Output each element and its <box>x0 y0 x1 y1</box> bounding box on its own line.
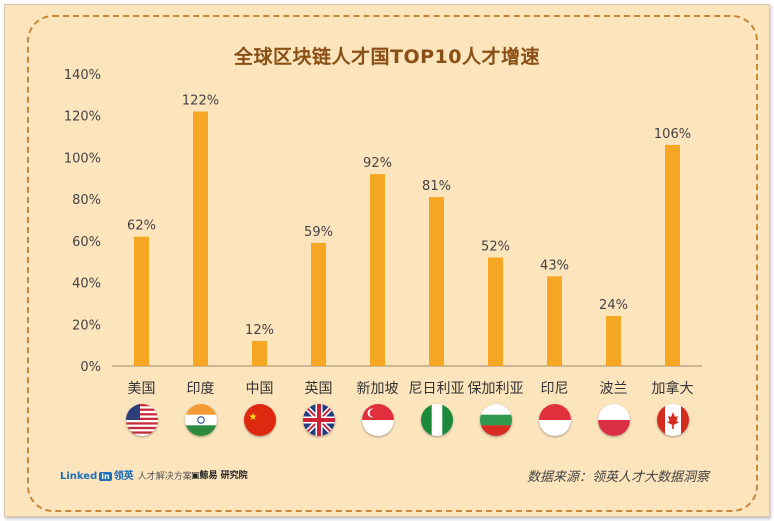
x-category-label: 英国 <box>305 380 333 397</box>
y-tick-label: 60% <box>72 235 101 250</box>
dashed-border <box>27 15 758 512</box>
data-source-note: 数据来源：领英人才大数据洞察 <box>527 470 710 485</box>
y-tick-label: 140% <box>64 68 101 83</box>
bar <box>370 174 385 366</box>
bar <box>488 257 503 366</box>
bar-value-label: 106% <box>654 127 691 142</box>
bar-value-label: 24% <box>599 298 628 313</box>
bar-value-label: 43% <box>540 258 569 273</box>
y-tick-label: 80% <box>72 193 101 208</box>
bar-value-label: 12% <box>245 323 274 338</box>
x-category-label: 保加利亚 <box>468 381 524 397</box>
y-tick-label: 120% <box>64 110 101 125</box>
india-flag-icon <box>184 404 217 436</box>
x-category-label: 印尼 <box>541 381 569 397</box>
bar <box>134 236 149 366</box>
singapore-flag-icon <box>361 404 394 436</box>
bar <box>311 242 326 366</box>
bar-value-label: 52% <box>481 240 510 255</box>
bar <box>665 144 680 366</box>
nigeria-flag-icon <box>420 404 453 436</box>
x-category-label: 中国 <box>246 381 274 397</box>
bar <box>547 276 562 366</box>
bar <box>193 111 208 367</box>
y-tick-label: 0% <box>80 360 101 375</box>
x-category-label: 美国 <box>128 381 156 397</box>
chart-title: 全球区块链人才国TOP10人才增速 <box>234 46 540 68</box>
bar-value-label: 122% <box>182 94 219 109</box>
bar <box>606 315 621 366</box>
bar-value-label: 59% <box>304 225 333 240</box>
canada-flag-icon <box>656 404 689 436</box>
bar <box>252 340 267 366</box>
x-category-label: 印度 <box>187 381 215 397</box>
bar-value-label: 81% <box>422 179 451 194</box>
x-category-label: 加拿大 <box>652 380 694 397</box>
research-institute-logo: ▣鲸易 研究院 <box>191 471 248 481</box>
bulgaria-flag-icon <box>479 404 512 436</box>
bar-value-label: 62% <box>127 219 156 234</box>
indonesia-flag-icon <box>538 404 571 436</box>
linkedin-logo: Linked in 领英 人才解决方案 <box>60 471 192 482</box>
uk-flag-icon <box>302 404 335 436</box>
y-tick-label: 40% <box>72 277 101 292</box>
x-category-label: 波兰 <box>600 381 628 397</box>
x-category-label: 新加坡 <box>357 381 399 397</box>
bar-value-label: 92% <box>363 156 392 171</box>
poland-flag-icon <box>597 404 630 436</box>
y-tick-label: 100% <box>64 151 101 166</box>
x-category-label: 尼日利亚 <box>409 381 465 397</box>
y-tick-label: 20% <box>72 318 101 333</box>
svg-text:★: ★ <box>248 412 257 423</box>
us-flag-icon <box>125 404 158 436</box>
china-flag-icon: ★ <box>243 404 276 436</box>
bar <box>429 197 444 366</box>
